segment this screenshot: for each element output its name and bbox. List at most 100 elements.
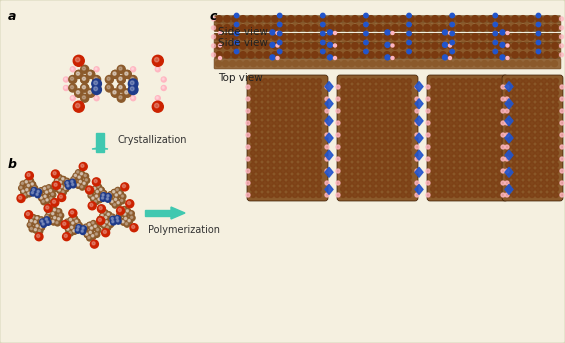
Circle shape [51,199,59,206]
Circle shape [353,163,358,167]
Circle shape [400,34,406,40]
Circle shape [559,17,563,21]
Circle shape [66,227,71,233]
Circle shape [114,193,120,198]
Circle shape [86,89,95,97]
Circle shape [454,79,459,83]
Circle shape [224,16,230,22]
Circle shape [344,43,350,49]
Circle shape [353,91,358,95]
Circle shape [50,211,56,217]
Circle shape [536,132,541,138]
Circle shape [449,103,454,107]
Circle shape [364,175,370,179]
Circle shape [64,78,67,80]
Circle shape [506,96,511,102]
Circle shape [552,25,558,31]
Circle shape [94,200,97,202]
Circle shape [493,13,498,18]
Circle shape [472,103,477,107]
Circle shape [472,25,478,31]
Circle shape [78,224,80,226]
Circle shape [320,23,327,29]
Circle shape [53,209,55,211]
FancyBboxPatch shape [214,33,561,44]
Circle shape [86,70,95,79]
Circle shape [51,193,54,195]
Circle shape [49,208,51,210]
Circle shape [376,16,382,22]
Circle shape [54,178,60,184]
Circle shape [489,61,494,67]
Circle shape [493,31,498,36]
Circle shape [298,151,303,155]
Circle shape [71,86,73,89]
Circle shape [442,91,447,95]
Circle shape [497,132,502,138]
Circle shape [314,36,319,42]
Circle shape [88,202,96,210]
Circle shape [111,215,113,217]
Circle shape [536,13,541,18]
Circle shape [109,193,111,195]
Circle shape [554,163,558,167]
Circle shape [547,163,553,167]
Circle shape [250,187,255,191]
Circle shape [83,173,89,179]
Circle shape [53,181,60,189]
Circle shape [505,133,509,137]
Circle shape [346,115,351,119]
Circle shape [31,183,33,185]
Circle shape [257,127,262,131]
Circle shape [250,192,255,198]
Polygon shape [325,167,333,177]
Circle shape [328,52,334,58]
Circle shape [547,132,553,138]
Circle shape [536,168,541,174]
Circle shape [95,189,101,195]
Circle shape [64,187,67,189]
Circle shape [472,175,477,179]
Circle shape [449,175,454,179]
Circle shape [529,144,534,150]
Circle shape [92,242,95,245]
Circle shape [449,108,454,114]
Circle shape [364,163,370,167]
Circle shape [370,48,376,54]
Circle shape [47,211,50,214]
Circle shape [71,221,76,226]
Circle shape [376,25,382,31]
Circle shape [211,53,215,57]
Circle shape [490,103,496,107]
Circle shape [58,213,64,218]
Circle shape [460,192,466,198]
Circle shape [554,168,558,174]
Circle shape [106,198,108,200]
Circle shape [28,192,30,194]
Polygon shape [415,167,423,177]
Circle shape [314,61,319,67]
Circle shape [554,108,558,114]
Circle shape [316,151,321,155]
Circle shape [518,156,523,162]
Circle shape [30,220,32,222]
Circle shape [408,34,414,40]
Circle shape [85,233,88,235]
Circle shape [510,23,515,29]
Circle shape [328,36,333,42]
Circle shape [536,127,541,131]
Circle shape [554,180,558,186]
Circle shape [94,87,98,91]
Circle shape [425,48,432,54]
Circle shape [101,193,106,198]
Circle shape [215,61,221,67]
Circle shape [72,215,77,221]
Circle shape [263,132,267,138]
Circle shape [40,226,42,228]
Circle shape [490,180,496,186]
Circle shape [437,144,441,150]
Circle shape [424,25,430,31]
Circle shape [100,213,106,219]
Circle shape [485,79,489,83]
Circle shape [467,96,472,102]
